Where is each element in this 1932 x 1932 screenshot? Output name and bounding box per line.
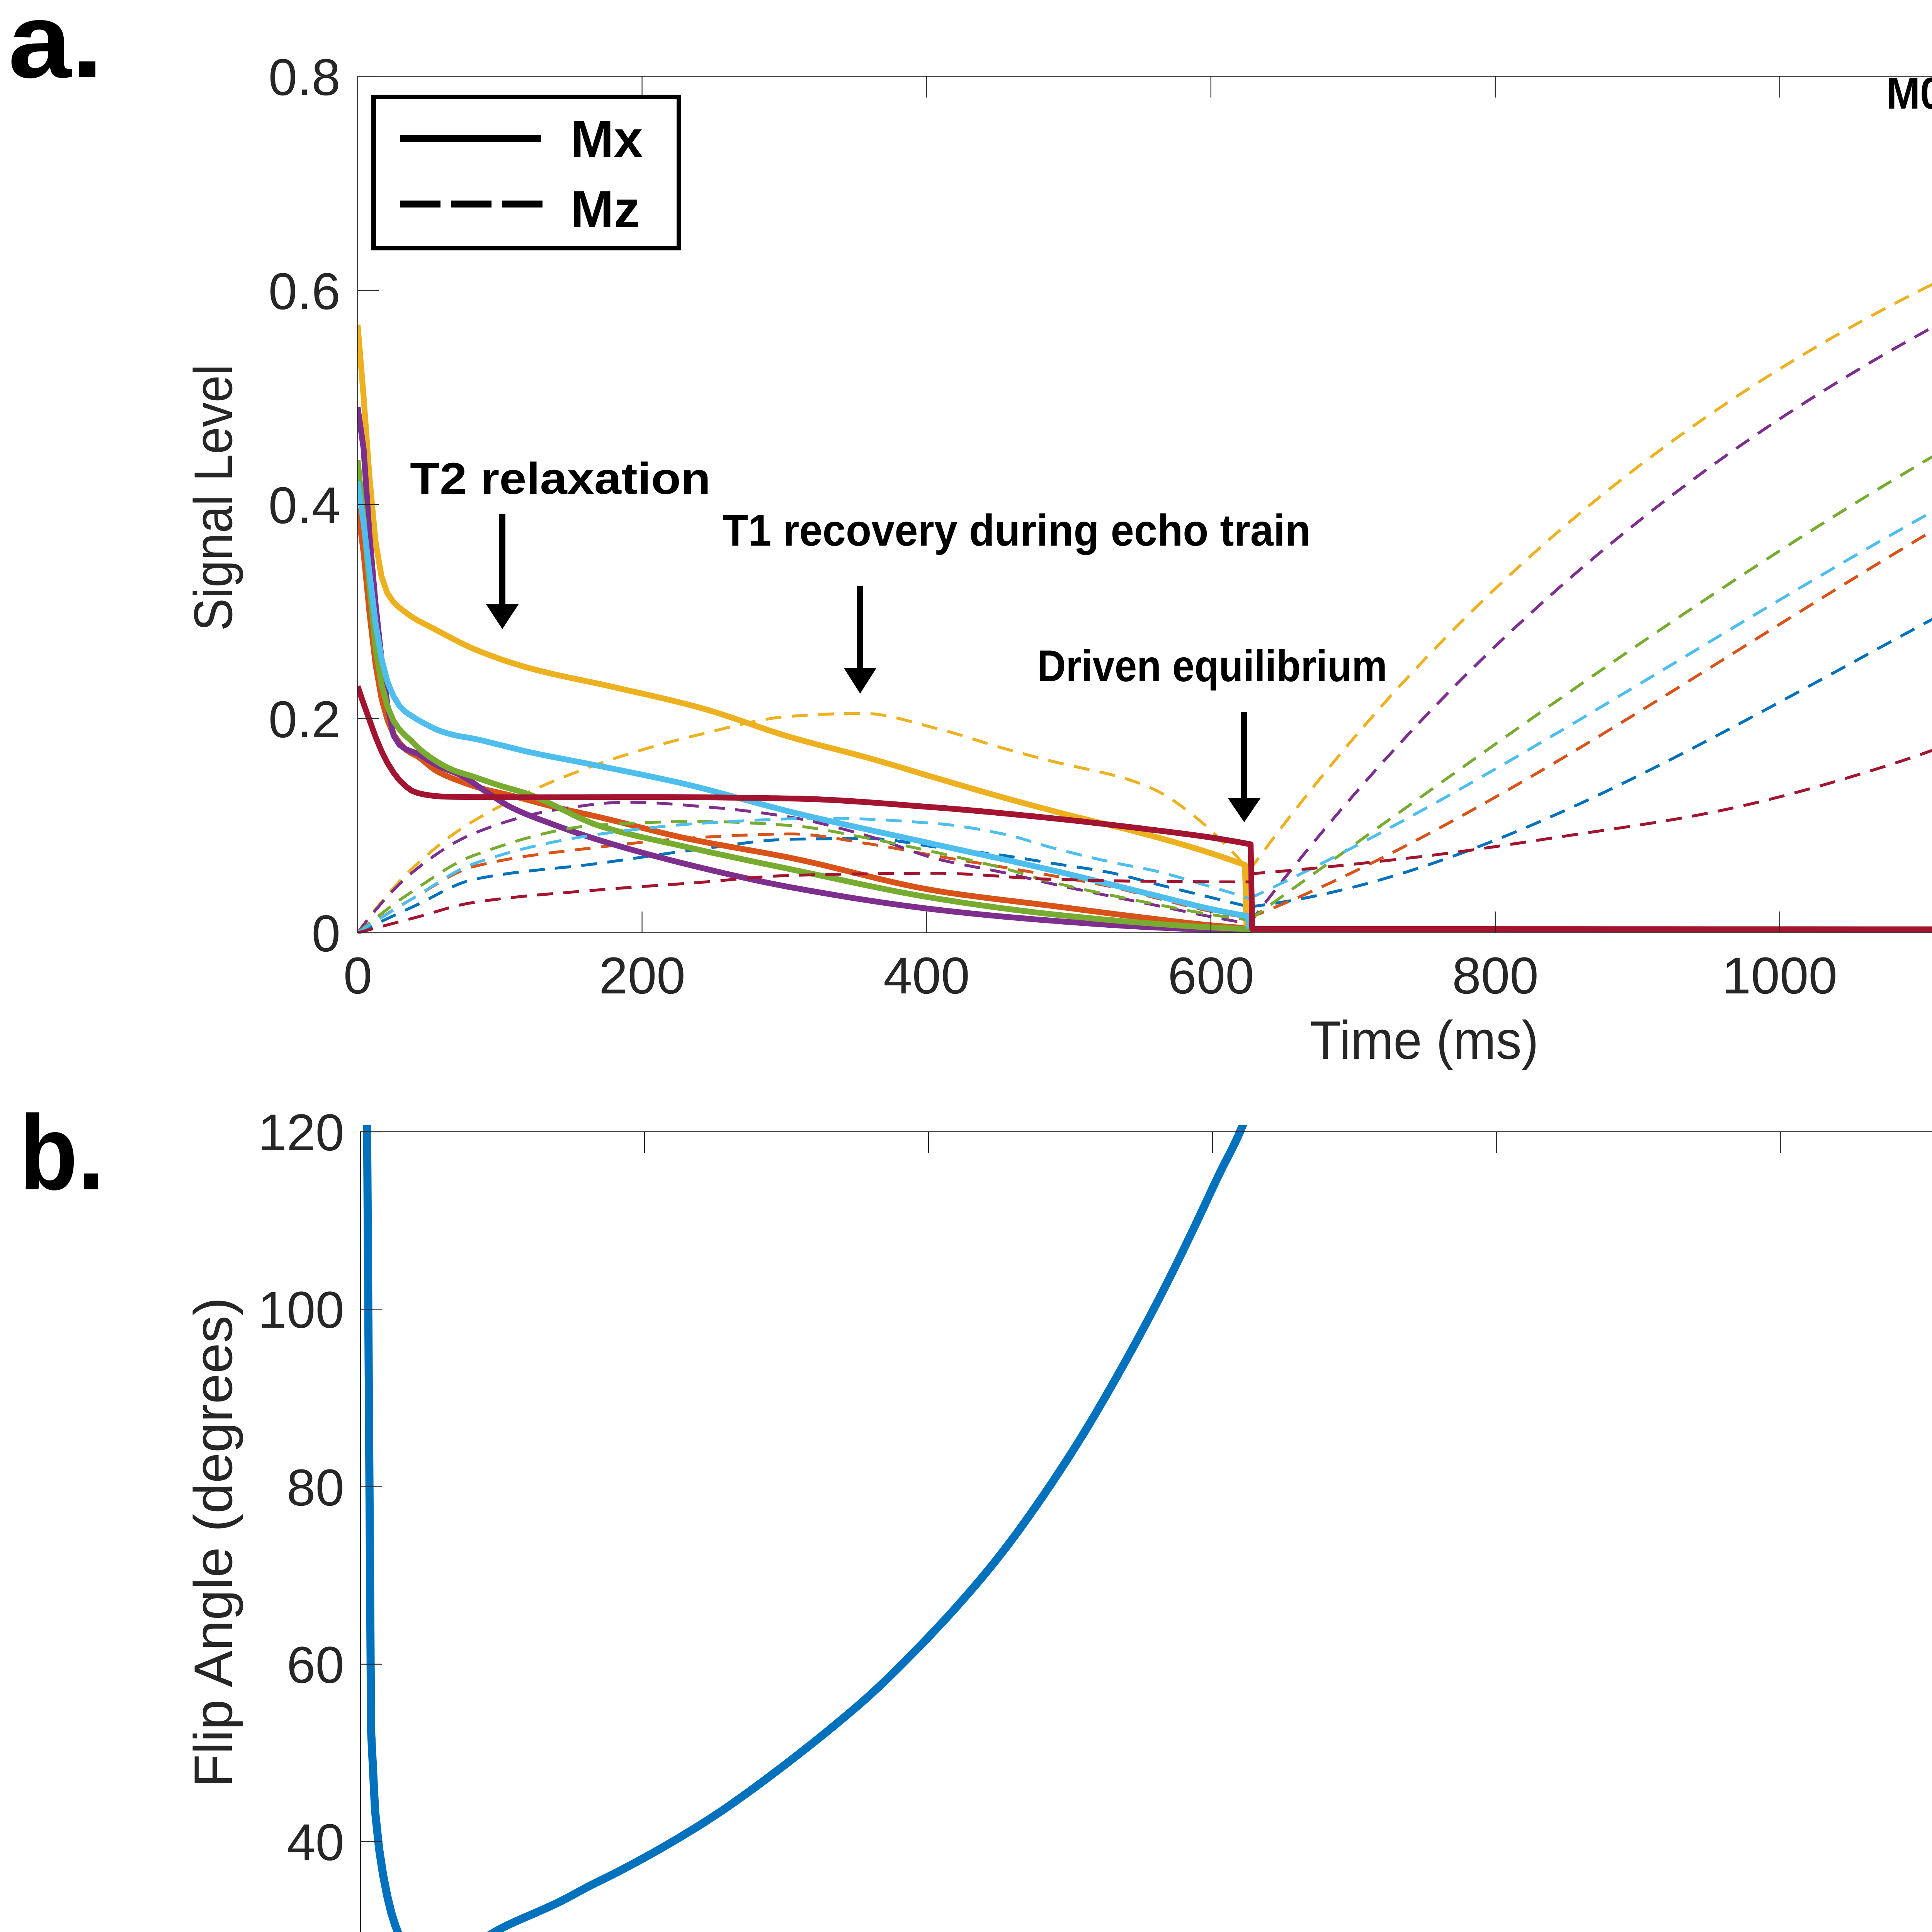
svg-text:b.: b. (19, 1094, 104, 1212)
svg-text:Driven equilibrium: Driven equilibrium (1037, 641, 1387, 691)
svg-text:0.8: 0.8 (269, 49, 340, 106)
svg-text:1000: 1000 (1722, 947, 1837, 1005)
svg-text:T1 recovery during echo train: T1 recovery during echo train (723, 506, 1311, 555)
svg-text:Flip Angle (degrees): Flip Angle (degrees) (183, 1298, 243, 1788)
svg-text:120: 120 (258, 1104, 344, 1162)
svg-text:Mx: Mx (570, 110, 643, 168)
svg-text:80: 80 (287, 1459, 344, 1517)
svg-text:0: 0 (311, 905, 340, 963)
svg-text:Time (ms): Time (ms) (1310, 1010, 1539, 1070)
svg-text:M0 at next TR: M0 at next TR (1886, 69, 1932, 118)
svg-text:800: 800 (1452, 947, 1539, 1005)
svg-text:0.4: 0.4 (269, 477, 340, 534)
svg-text:40: 40 (287, 1814, 344, 1871)
svg-text:100: 100 (258, 1281, 344, 1339)
svg-text:Signal Level: Signal Level (183, 364, 243, 631)
svg-text:60: 60 (287, 1636, 344, 1694)
svg-text:T2 relaxation: T2 relaxation (410, 454, 711, 503)
svg-text:a.: a. (8, 0, 103, 100)
svg-text:0.6: 0.6 (269, 263, 340, 320)
svg-text:0: 0 (344, 947, 372, 1005)
svg-text:200: 200 (599, 947, 685, 1005)
svg-text:0.2: 0.2 (269, 691, 340, 748)
svg-text:600: 600 (1168, 947, 1254, 1005)
svg-text:Mz: Mz (570, 180, 640, 238)
svg-text:400: 400 (883, 947, 970, 1005)
